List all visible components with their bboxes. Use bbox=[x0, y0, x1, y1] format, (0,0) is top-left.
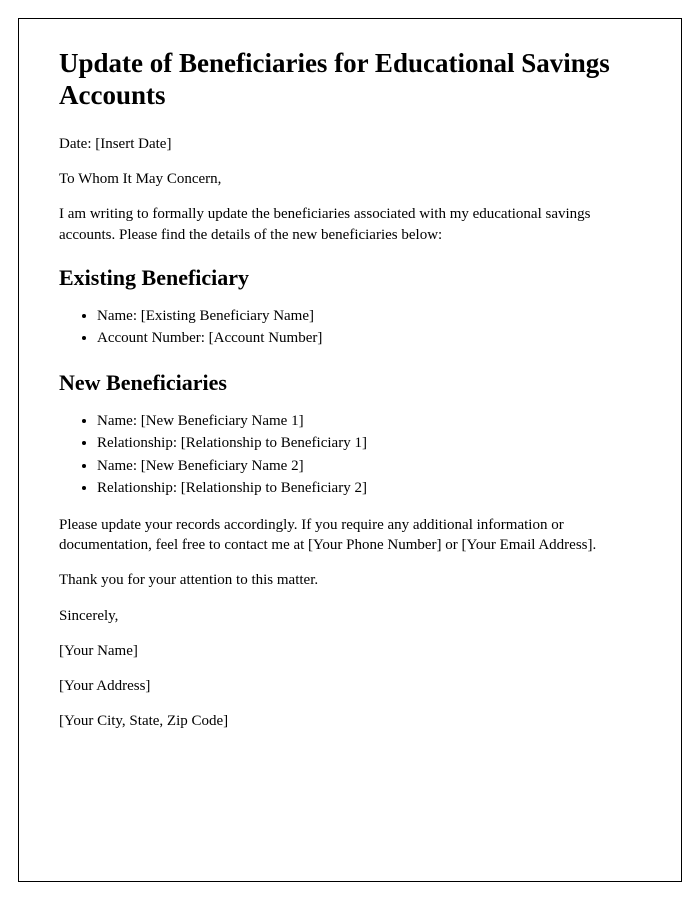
list-item: Relationship: [Relationship to Beneficia… bbox=[97, 477, 641, 500]
new-beneficiaries-list: Name: [New Beneficiary Name 1] Relations… bbox=[97, 410, 641, 500]
list-item: Relationship: [Relationship to Beneficia… bbox=[97, 432, 641, 455]
signature-city: [Your City, State, Zip Code] bbox=[59, 711, 641, 731]
list-item: Name: [Existing Beneficiary Name] bbox=[97, 305, 641, 328]
document-container: Update of Beneficiaries for Educational … bbox=[18, 18, 682, 882]
signature-address: [Your Address] bbox=[59, 676, 641, 696]
new-beneficiaries-heading: New Beneficiaries bbox=[59, 370, 641, 396]
signoff: Sincerely, bbox=[59, 606, 641, 626]
list-item: Name: [New Beneficiary Name 1] bbox=[97, 410, 641, 433]
existing-beneficiary-list: Name: [Existing Beneficiary Name] Accoun… bbox=[97, 305, 641, 350]
list-item: Name: [New Beneficiary Name 2] bbox=[97, 455, 641, 478]
signature-name: [Your Name] bbox=[59, 641, 641, 661]
thank-you-line: Thank you for your attention to this mat… bbox=[59, 570, 641, 590]
salutation: To Whom It May Concern, bbox=[59, 169, 641, 189]
closing-paragraph: Please update your records accordingly. … bbox=[59, 515, 641, 556]
list-item: Account Number: [Account Number] bbox=[97, 327, 641, 350]
date-line: Date: [Insert Date] bbox=[59, 134, 641, 154]
existing-beneficiary-heading: Existing Beneficiary bbox=[59, 265, 641, 291]
document-title: Update of Beneficiaries for Educational … bbox=[59, 47, 641, 112]
intro-paragraph: I am writing to formally update the bene… bbox=[59, 204, 641, 245]
